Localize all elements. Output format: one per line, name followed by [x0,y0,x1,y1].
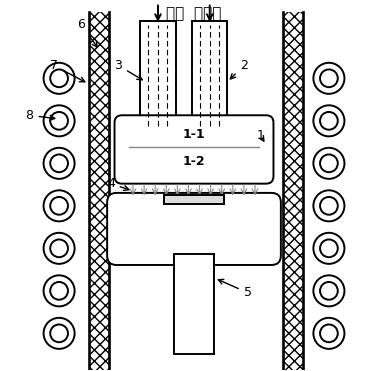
Bar [174,254,214,354]
Text: 2: 2 [230,59,248,79]
Text: 1-2: 1-2 [183,155,205,168]
Text: 5: 5 [218,279,251,299]
Text: 1: 1 [256,129,265,142]
Text: 氮气  氯化铝: 氮气 氯化铝 [166,6,222,21]
Text: 7: 7 [50,59,85,82]
Text: 3: 3 [114,59,142,80]
FancyBboxPatch shape [107,193,281,265]
Text: 6: 6 [77,18,97,47]
Text: 8: 8 [26,109,55,122]
Bar [283,12,303,370]
FancyBboxPatch shape [114,115,274,184]
Bar [192,21,227,127]
Text: 1-1: 1-1 [183,128,205,141]
Bar [89,12,109,370]
Bar [165,195,223,204]
Bar [140,21,175,127]
Text: 4: 4 [107,177,129,190]
